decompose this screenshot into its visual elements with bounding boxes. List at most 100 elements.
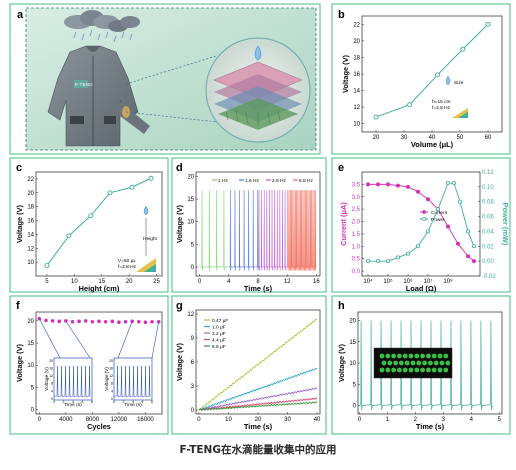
data-point (44, 263, 50, 269)
ytick-label: 16 (27, 219, 34, 225)
data-point (385, 259, 390, 264)
xtick-label: 0 (197, 417, 201, 423)
legend-label: 1.6 Hz (245, 178, 259, 184)
data-point (88, 213, 94, 219)
xtick-label: 60 (485, 135, 492, 141)
legend-marker (422, 217, 426, 221)
data-point (435, 207, 440, 212)
data-point (415, 244, 420, 249)
ytick-right-label: 0.12 (482, 170, 494, 176)
inset-ytick-label: 12 (49, 374, 53, 378)
series-trace-0 (198, 318, 318, 411)
led-light (443, 353, 449, 359)
data-point (385, 182, 390, 187)
led-light (379, 353, 385, 359)
ytick-label: 1.5 (352, 232, 361, 238)
xtick-label: 10 (71, 279, 78, 285)
xtick-label: 4 (470, 417, 474, 423)
xtick-label: 2 (414, 417, 418, 423)
inset-ytick-label: 8 (51, 382, 53, 386)
xtick-label: 0 (358, 417, 362, 423)
led-light (420, 367, 425, 373)
inset-note-frequency: f=2.8 Hz (432, 105, 451, 111)
inset-ytick-label: 0 (111, 397, 113, 401)
inset-y-label: Voltage (V) (104, 367, 110, 391)
series-trace-2 (198, 387, 318, 411)
panel-h-frame (331, 295, 511, 435)
data-point (77, 319, 81, 324)
xtick-label: 4 (227, 279, 231, 285)
series-line (46, 177, 152, 266)
inset-note-height: h=15 cm (432, 99, 451, 105)
ytick-right-label: 0.04 (482, 229, 494, 235)
series-trace-2 (258, 190, 288, 271)
inset-connector (65, 320, 91, 359)
ytick-label: 20 (349, 319, 356, 325)
xtick-label: 25 (153, 279, 160, 285)
xtick-label: 10⁷ (424, 278, 433, 285)
ytick-label: 0 (353, 404, 357, 410)
ytick-label: 6 (191, 360, 195, 366)
ytick-right-label: 0.02 (482, 244, 494, 250)
data-point (107, 190, 113, 196)
led-light (385, 367, 391, 373)
x-axis-label: Time (s) (244, 284, 273, 293)
x-axis-label: Load (Ω) (406, 284, 437, 293)
data-point (90, 319, 95, 324)
chart-d: 0 4 8 12 16 0 5 10 15 20 Time (s) Voltage (V) 1 Hz 1.… (175, 171, 321, 293)
series-trace-0 (199, 190, 229, 271)
inset-ytick-label: 20 (109, 359, 113, 363)
panel-letter-b: b (338, 9, 345, 21)
data-point (395, 255, 400, 260)
y-axis-label: Voltage (V) (337, 343, 346, 382)
led-light (420, 353, 425, 359)
ytick-label: 15 (349, 340, 356, 346)
zoom-lines (125, 55, 219, 123)
inset-trace (114, 365, 151, 398)
legend-label: Current (431, 210, 448, 216)
ytick-label: 12 (187, 312, 194, 318)
inset-ytick-label: 16 (109, 366, 113, 370)
xtick-label: 0 (198, 279, 202, 285)
xtick-label: 20 (255, 417, 262, 423)
xtick-label: 10⁸ (443, 278, 453, 285)
y-axis-label: Voltage (V) (15, 204, 24, 243)
led-light (397, 353, 402, 359)
led-light (431, 367, 437, 373)
data-point (148, 175, 154, 181)
inset-ytick-label: 4 (111, 389, 113, 393)
legend-label: 2.8 Hz (272, 178, 286, 184)
led-light (391, 367, 396, 373)
panel-a-frame (9, 3, 321, 155)
led-light (408, 353, 414, 359)
inset-ytick-label: 4 (51, 389, 53, 393)
ytick-label: 10 (27, 260, 34, 266)
inset-note-volume: V=50 μL (118, 258, 136, 264)
inset-connector (117, 321, 133, 359)
xtick-label: 15 (98, 279, 105, 285)
led-light (393, 360, 398, 366)
led-photo-inset (373, 347, 453, 379)
data-point (70, 319, 75, 324)
data-point (471, 244, 476, 249)
ytick-label: 15 (187, 197, 194, 203)
xtick-label: 40 (314, 417, 321, 423)
series-trace-3 (198, 397, 318, 411)
led-light (426, 353, 431, 359)
data-point (365, 182, 370, 187)
data-point (83, 319, 88, 323)
ytick-label: 9 (191, 336, 195, 342)
legend-label: Power (431, 217, 445, 223)
x-axis-label: Volume (μL) (411, 140, 454, 149)
inset-connector (39, 318, 61, 359)
ytick-right-label: 0.00 (482, 259, 494, 265)
y-axis-label: Current (μA) (339, 202, 348, 246)
data-point (407, 102, 413, 108)
data-point (117, 320, 121, 325)
data-point (373, 114, 379, 120)
ytick-label: 22 (27, 177, 34, 183)
xtick-label: 5 (498, 417, 502, 423)
data-point (103, 319, 108, 324)
